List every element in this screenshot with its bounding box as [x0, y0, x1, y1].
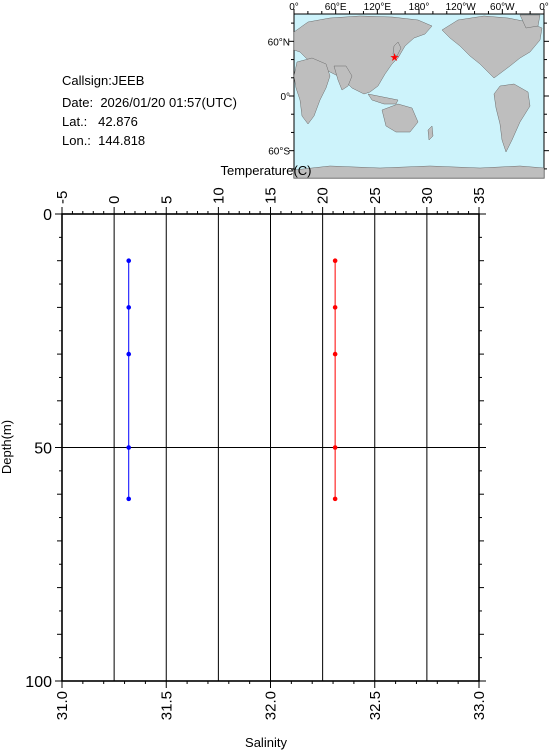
map-land: [293, 14, 545, 179]
map-lat-label: 0°: [280, 92, 290, 103]
depth-tick-label: 100: [25, 674, 52, 691]
depth-tick-labels: 0 50 100: [25, 207, 52, 691]
callsign-line: Callsign:JEEB: [62, 73, 144, 88]
series-point: [126, 258, 132, 264]
lat-line: Lat.: 42.876: [62, 114, 138, 129]
map-lon-label: 180°: [409, 2, 430, 13]
land-japan: [392, 41, 402, 57]
land-south-america: [493, 83, 531, 153]
salinity-tick-label: 32.0: [263, 691, 280, 720]
salinity-tick-labels: 31.0 31.5 32.0 32.5 33.0: [54, 691, 488, 720]
series-point: [332, 351, 338, 357]
temperature-tick-label: 15: [263, 187, 280, 204]
salinity-tick-label: 33.0: [471, 691, 488, 720]
series-point: [126, 496, 132, 502]
lon-value: 144.818: [98, 133, 146, 148]
map-lon-label: 0°: [539, 2, 549, 13]
date-value: 2026/01/20 01:57(UTC): [100, 95, 237, 110]
map-frame-ticks: [289, 9, 549, 170]
series-point: [332, 445, 338, 450]
map-lon-labels: 0° 60°E 120°E 180° 120°W 60°W 0°: [289, 2, 549, 13]
map-lat-label: 60°N: [268, 37, 290, 48]
depth-axis-label: Depth(m): [0, 420, 14, 474]
date-label: Date:: [62, 95, 94, 110]
salinity-tick-label: 31.0: [54, 691, 71, 720]
map-lat-label: 60°S: [268, 147, 290, 158]
axis-ticks: [55, 207, 486, 688]
date-line: Date: 2026/01/20 01:57(UTC): [62, 95, 237, 110]
series-layer: [126, 258, 338, 502]
land-north-america: [441, 15, 543, 79]
lat-value: 42.876: [98, 114, 138, 129]
temperature-tick-label: 10: [210, 187, 227, 204]
salinity-tick-label: 31.5: [158, 691, 175, 720]
profile-plot: -5 0 5 10 15 20 25 30 35 Temperature(C) 31.0 31.5…: [0, 163, 488, 750]
land-antarctica: [293, 165, 545, 179]
temperature-tick-label: 30: [419, 187, 436, 204]
series-point: [126, 445, 132, 450]
series-point: [126, 305, 132, 310]
temperature-tick-labels: -5 0 5 10 15 20 25 30 35: [54, 187, 488, 204]
map-lat-labels: 60°N 0° 60°S: [268, 37, 291, 157]
land-india: [333, 65, 353, 91]
temperature-tick-label: 35: [471, 187, 488, 204]
series-point: [332, 496, 338, 502]
lon-label: Lon.:: [62, 133, 91, 148]
temperature-tick-label: -5: [54, 191, 71, 204]
salinity-tick-label: 32.5: [367, 691, 384, 720]
temperature-tick-label: 0: [106, 196, 123, 204]
series-point: [332, 258, 338, 264]
salinity-axis-label: Salinity: [245, 735, 287, 750]
land-indonesia: [367, 93, 399, 105]
callsign-value: JEEB: [111, 73, 145, 88]
map-lon-label: 60°E: [325, 2, 347, 13]
map-lon-label: 0°: [289, 2, 299, 13]
temperature-axis-label: Temperature(C): [220, 163, 311, 178]
land-africa: [293, 57, 331, 125]
temperature-tick-label: 5: [158, 196, 175, 204]
station-marker: ★: [390, 52, 400, 64]
temperature-tick-label: 25: [367, 187, 384, 204]
series-point: [126, 351, 132, 357]
depth-tick-label: 50: [34, 441, 52, 458]
depth-tick-label: 0: [43, 207, 52, 224]
land-greenland: [519, 14, 541, 29]
temperature-tick-label: 20: [315, 187, 332, 204]
map-lon-label: 120°W: [446, 2, 477, 13]
lat-label: Lat.:: [62, 114, 88, 129]
lon-line: Lon.: 144.818: [62, 133, 145, 148]
land-new-zealand: [427, 125, 434, 141]
series-point: [332, 305, 338, 310]
callsign-label: Callsign:: [62, 73, 112, 88]
land-australia: [381, 103, 419, 133]
map-lon-label: 60°W: [490, 2, 515, 13]
world-map: 0° 60°E 120°E 180° 120°W 60°W 0° 60°N 0°…: [268, 2, 549, 179]
map-lon-label: 120°E: [364, 2, 392, 13]
